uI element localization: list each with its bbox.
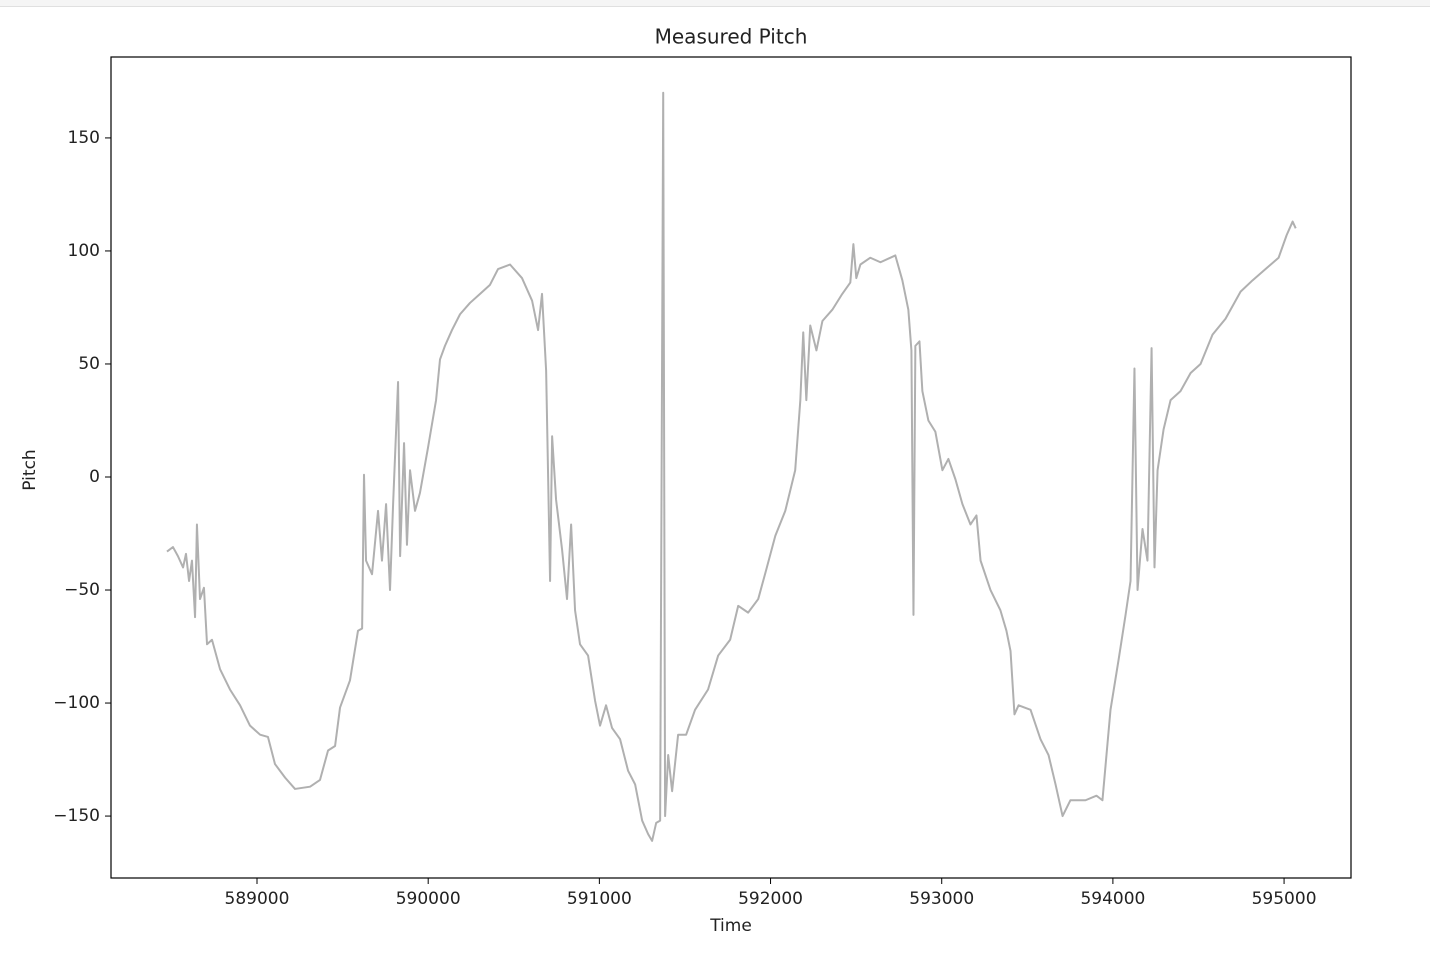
y-axis-label: Pitch	[20, 449, 40, 490]
x-tick-label: 592000	[738, 889, 803, 909]
x-axis-label: Time	[709, 916, 752, 936]
chart-title: Measured Pitch	[655, 25, 808, 49]
notebook-cell-bar	[0, 0, 1430, 7]
data-line	[166, 91, 1297, 842]
y-tick-label: 150	[68, 128, 100, 148]
y-tick-label: 0	[89, 467, 100, 487]
y-tick-label: −50	[64, 580, 100, 600]
y-tick-label: 50	[78, 354, 100, 374]
x-tick-label: 591000	[567, 889, 632, 909]
x-tick-label: 595000	[1252, 889, 1317, 909]
plot-frame	[110, 56, 1352, 879]
x-tick-label: 589000	[225, 889, 290, 909]
x-tick-label: 594000	[1080, 889, 1145, 909]
y-tick-label: 100	[68, 241, 100, 261]
x-tick-label: 590000	[396, 889, 461, 909]
y-tick-label: −100	[53, 693, 100, 713]
y-tick-label: −150	[53, 806, 100, 826]
x-tick-label: 593000	[909, 889, 974, 909]
